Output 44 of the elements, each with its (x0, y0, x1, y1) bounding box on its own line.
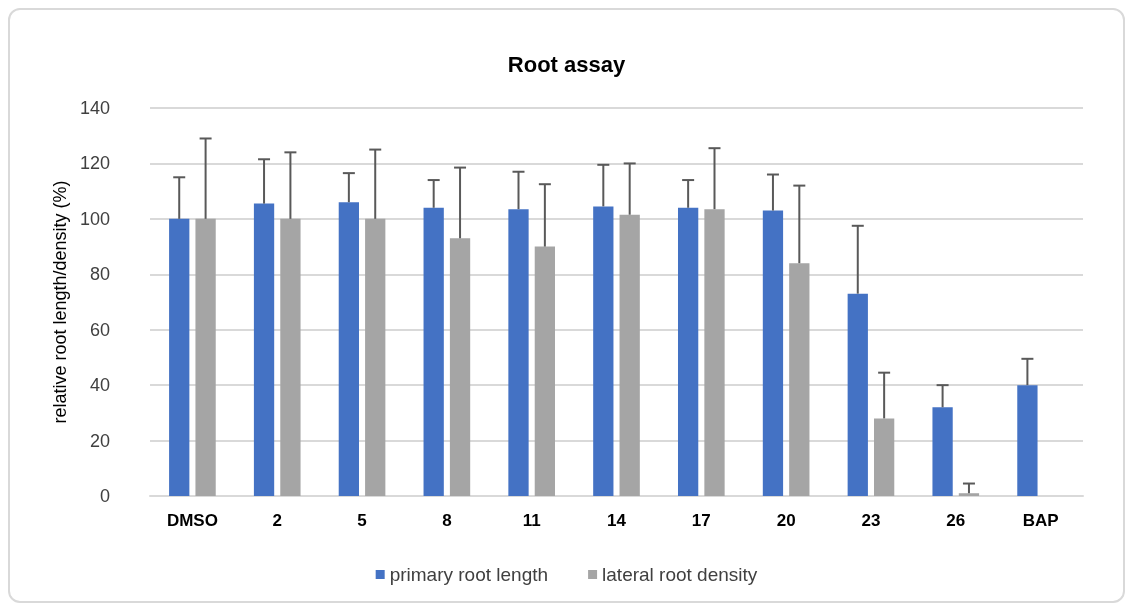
bar (338, 202, 359, 496)
bar (423, 207, 444, 496)
bar (449, 238, 471, 496)
bar (169, 218, 190, 496)
bar (874, 418, 895, 496)
bar (762, 210, 784, 496)
bar (789, 263, 810, 496)
bar (677, 207, 699, 496)
x-tick-label: 23 (861, 511, 881, 530)
legend-label: lateral root density (602, 564, 758, 585)
bar (508, 209, 529, 496)
legend-label: primary root length (389, 564, 549, 585)
bar (593, 206, 614, 496)
x-tick-label: 17 (691, 511, 711, 530)
x-tick-label: 26 (946, 511, 966, 530)
x-tick-label: 20 (776, 511, 796, 530)
y-tick-label: 120 (79, 153, 110, 174)
y-tick-label: 60 (89, 319, 110, 340)
x-tick-label: 14 (607, 511, 627, 530)
bar (704, 209, 725, 496)
bar (253, 203, 275, 496)
bar (195, 218, 216, 496)
bar (1017, 385, 1038, 496)
y-tick-label: 80 (89, 264, 110, 285)
bar (958, 493, 980, 496)
y-tick-label: 20 (89, 430, 110, 451)
bar (280, 218, 301, 496)
x-tick-label: 8 (442, 511, 452, 530)
y-tick-label: 100 (79, 208, 110, 229)
x-tick-label: 11 (522, 511, 541, 530)
bar (932, 407, 953, 496)
bar (365, 218, 386, 496)
bar (847, 293, 868, 496)
bar (619, 214, 640, 496)
y-axis-title: relative root length/density (%) (50, 180, 71, 424)
x-tick-label: BAP (1022, 511, 1059, 530)
chart-title: Root assay (507, 51, 626, 77)
x-tick-label: DMSO (166, 511, 218, 530)
y-tick-label: 40 (89, 375, 110, 396)
x-tick-label: 2 (272, 511, 282, 530)
x-tick-label: 5 (357, 511, 367, 530)
y-tick-label: 0 (99, 486, 110, 506)
bar (534, 246, 556, 496)
y-tick-label: 140 (79, 98, 110, 118)
